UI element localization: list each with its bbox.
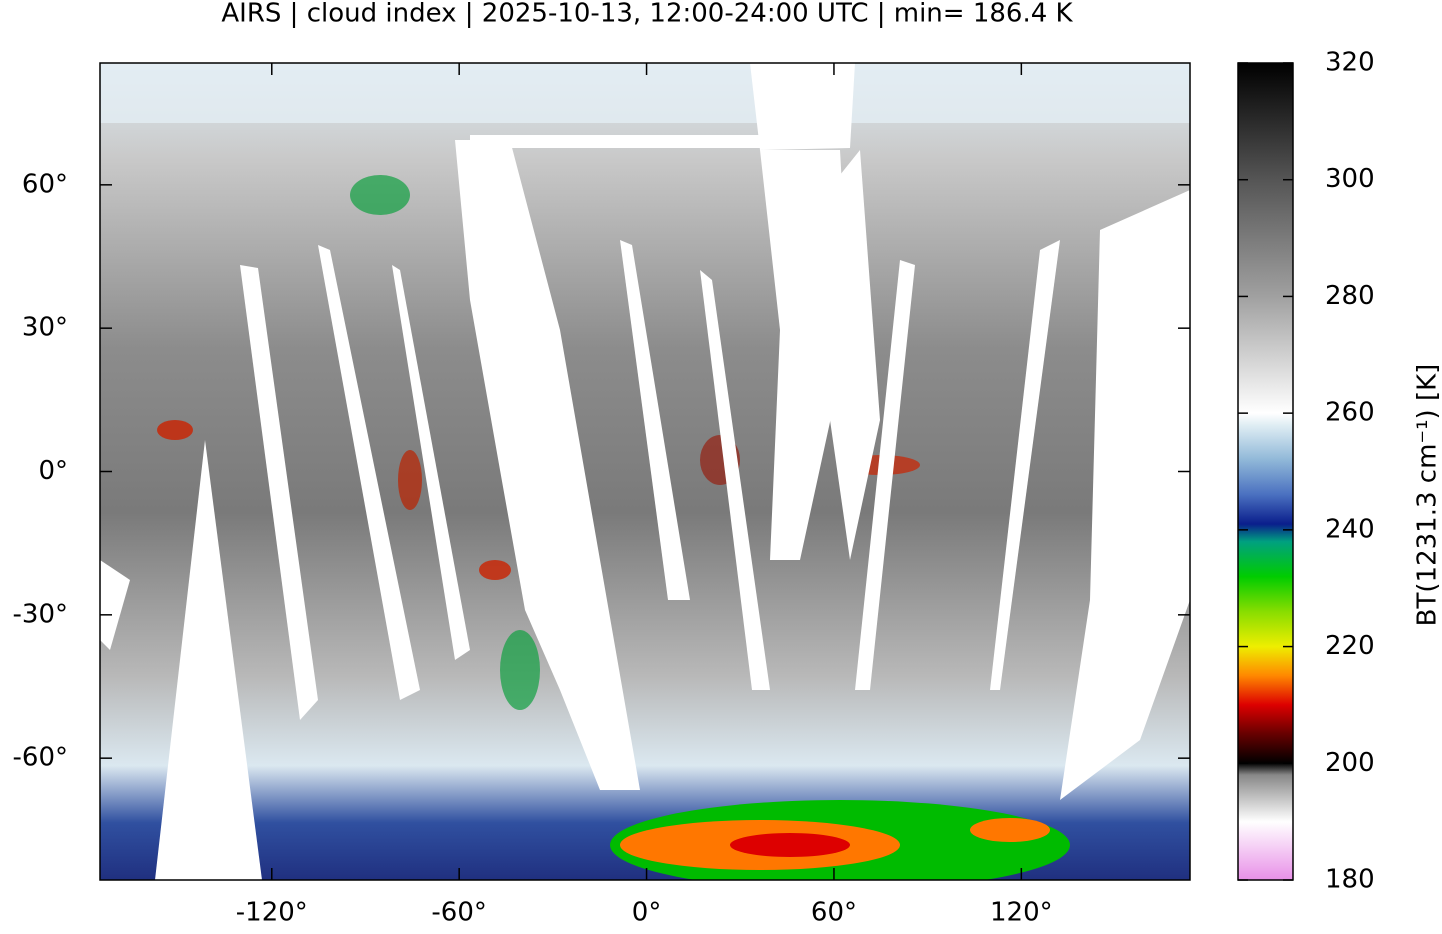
y-tick-label: -30° — [13, 599, 68, 629]
y-tick-label: 60° — [22, 169, 68, 199]
x-tick-label: -60° — [431, 898, 486, 928]
colorbar-tick-label: 260 — [1325, 398, 1375, 428]
colorbar-label: BT(1231.3 cm⁻¹) [K] — [1413, 364, 1442, 627]
colorbar — [1238, 63, 1293, 880]
y-tick-label: 30° — [22, 313, 68, 343]
y-tick-label: -60° — [13, 743, 68, 773]
colorbar-tick-label: 240 — [1325, 514, 1375, 544]
x-tick-label: 120° — [990, 898, 1053, 928]
y-tick-label: 0° — [38, 456, 68, 486]
x-tick-label: -120° — [236, 898, 308, 928]
chart-title: AIRS | cloud index | 2025-10-13, 12:00-2… — [221, 0, 1073, 29]
colorbar-tick-label: 320 — [1325, 48, 1375, 78]
colorbar-tick-label: 180 — [1325, 865, 1375, 895]
colorbar-tick-label: 300 — [1325, 164, 1375, 194]
colorbar-tick-label: 200 — [1325, 748, 1375, 778]
x-tick-label: 0° — [632, 898, 662, 928]
colorbar-tick-label: 280 — [1325, 281, 1375, 311]
colorbar-tick-label: 220 — [1325, 631, 1375, 661]
map — [100, 63, 1190, 890]
x-tick-label: 60° — [811, 898, 857, 928]
